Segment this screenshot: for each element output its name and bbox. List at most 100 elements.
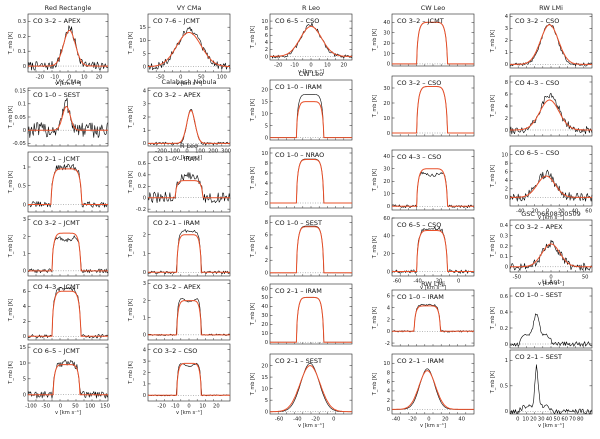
y-tick-label: 30 <box>383 86 390 92</box>
model-line <box>392 230 474 272</box>
y-tick-label: 15 <box>261 375 268 381</box>
y-tick-label: 0.4 <box>500 223 509 229</box>
x-tick-label: -100 <box>168 149 180 155</box>
x-tick-label: 20 <box>340 63 347 69</box>
observed-line <box>269 22 353 59</box>
y-axis-label: T_mb [K] <box>8 106 14 129</box>
y-tick-label: 1 <box>23 252 26 258</box>
y-axis-label: T_mb [K] <box>8 235 14 258</box>
panel-title: CO 1–0 – SEST <box>515 291 562 299</box>
y-axis-label: T_mb [K] <box>128 299 134 322</box>
spectrum-panel: RW LMi 0 1 2 3 4 T_mb [K] CO 3–2 – CSO <box>490 4 593 69</box>
y-tick-label: 1 <box>143 251 146 257</box>
model-line <box>270 226 352 274</box>
y-axis-label: T_mb [K] <box>490 95 496 118</box>
model-line <box>392 305 474 332</box>
y-tick-label: 15 <box>19 345 26 351</box>
source-name: VY CMa <box>56 78 81 86</box>
y-tick-label: 4 <box>387 389 391 395</box>
y-axis-label: T_mb [K] <box>490 371 496 394</box>
source-name: CW Leo <box>299 70 324 78</box>
y-tick-label: 0 <box>387 329 390 335</box>
y-tick-label: 10 <box>383 361 390 367</box>
y-axis-label: T_mb [K] <box>372 307 378 330</box>
panel-title: CO 2–1 – IRAM <box>397 357 444 365</box>
panel-title: CO 3–2 – CSO <box>515 17 559 25</box>
y-tick-label: 6 <box>387 379 390 385</box>
spectrum-panel: 0 2 4 6 T_mb [K] CO 4–3 – JCMT <box>8 279 109 341</box>
observed-line <box>147 229 231 275</box>
model-line <box>148 362 230 396</box>
y-tick-label: 4 <box>265 181 269 187</box>
x-axis-label: v [km s⁻¹] <box>176 155 202 161</box>
y-tick-label: 0 <box>23 202 26 208</box>
y-tick-label: 10 <box>261 151 268 157</box>
panel-title: CO 6–5 – CSO <box>275 17 319 25</box>
observed-line <box>509 23 593 67</box>
model-line <box>510 99 592 131</box>
observed-line <box>391 303 475 333</box>
panel-title: CO 2–1 – JCMT <box>33 155 80 163</box>
observed-line <box>392 86 474 134</box>
x-axis-label: v [km s⁻¹] <box>298 69 324 75</box>
source-name: R Leo <box>302 4 320 12</box>
x-tick-label: -20 <box>157 404 165 410</box>
source-name: RW LMi <box>539 4 563 12</box>
y-tick-label: 0 <box>387 269 390 275</box>
spectrum-panel: VY CMa -0.05 0 0.05 0.1 0.15 T_mb [K] CO 1–0 – … <box>8 78 109 147</box>
y-tick-label: 2 <box>505 187 508 193</box>
y-tick-label: 4 <box>505 14 509 20</box>
spectrum-panel: Red Rectangle 0 0.1 0.2 0.3 -20 -10 0 10 20 T_mb [… <box>8 4 109 87</box>
y-axis-label: T_mb [K] <box>490 235 496 258</box>
y-tick-label: 0 <box>505 128 508 134</box>
observed-line <box>392 21 474 65</box>
y-tick-label: 4 <box>265 40 269 46</box>
y-tick-label: 5 <box>265 398 268 404</box>
y-tick-label: 3 <box>505 26 508 32</box>
x-tick-label: 10 <box>81 75 88 81</box>
spectrum-panel: R Leo -0.2 0 0.2 0.4 0.6 T_mb [K] CO 1–0 – IRAM <box>128 142 231 213</box>
x-tick-label: -10 <box>290 63 298 69</box>
y-tick-label: 2 <box>143 370 146 376</box>
y-tick-label: 0 <box>387 131 390 137</box>
spectrum-panel: 0 2 4 6 8 T_mb [K] CO 1–0 – SEST <box>250 215 353 277</box>
x-tick-label: -20 <box>311 417 319 423</box>
spectrum-panel: 00.510 10 20 30 40 50 60 70 80T_mb [K]v [km s⁻¹]… <box>490 349 593 429</box>
y-tick-label: 0 <box>265 271 268 277</box>
y-tick-label: 2 <box>387 317 390 323</box>
y-tick-label: 40 <box>261 304 268 310</box>
y-tick-label: 20 <box>261 322 268 328</box>
y-tick-label: 6 <box>265 33 268 39</box>
spectrum-panel: 0 2 4 6 8 10 -40 -20 0 20 40 60 T_mb [K] v [km s⁻¹] CO… <box>490 145 593 221</box>
y-tick-label: 4 <box>23 304 27 310</box>
y-tick-label: 6 <box>505 170 508 176</box>
panel-title: CO 1–0 – SEST <box>33 91 80 99</box>
x-tick-label: 0 <box>185 149 188 155</box>
x-tick-label: -20 <box>530 209 538 215</box>
y-tick-label: 2 <box>265 258 268 264</box>
model-line <box>392 86 474 134</box>
panel-title: CO 2–1 – IRAM <box>275 287 322 295</box>
observed-line <box>391 226 475 274</box>
spectrum-panel: 0 1 2 3 4 -20 -10 0 10 20 T_mb [K] v [km s⁻¹] CO 3–2… <box>128 343 231 416</box>
y-axis-label: T_mb [K] <box>250 26 256 49</box>
source-name: CW Leo <box>421 4 446 12</box>
y-tick-label: 8 <box>265 26 268 32</box>
observed-line <box>509 313 593 347</box>
spectrum-panel: 0 10 20 30 40 T_mb [K] CO 4–3 – CSO <box>372 149 475 211</box>
panel-title: CO 4–3 – JCMT <box>33 283 80 291</box>
y-tick-label: 60 <box>261 286 268 292</box>
x-tick-label: 40 <box>546 417 553 423</box>
y-tick-label: 10 <box>19 361 26 367</box>
x-tick-label: 70 <box>569 417 576 423</box>
y-tick-label: 0 <box>387 407 390 413</box>
spectrum-panel: 0 2 4 6 8 T_mb [K] CO 4–3 – CSO <box>490 75 593 137</box>
y-tick-label: 8 <box>265 161 268 167</box>
spectrum-panel: 0 20 40 60 -60 -40 -20 0 T_mb [K] v [km s⁻¹] CO 6–… <box>372 216 475 291</box>
observed-line <box>27 97 109 138</box>
observed-line <box>392 368 474 410</box>
observed-line <box>27 25 109 71</box>
x-tick-label: 0 <box>457 279 460 285</box>
